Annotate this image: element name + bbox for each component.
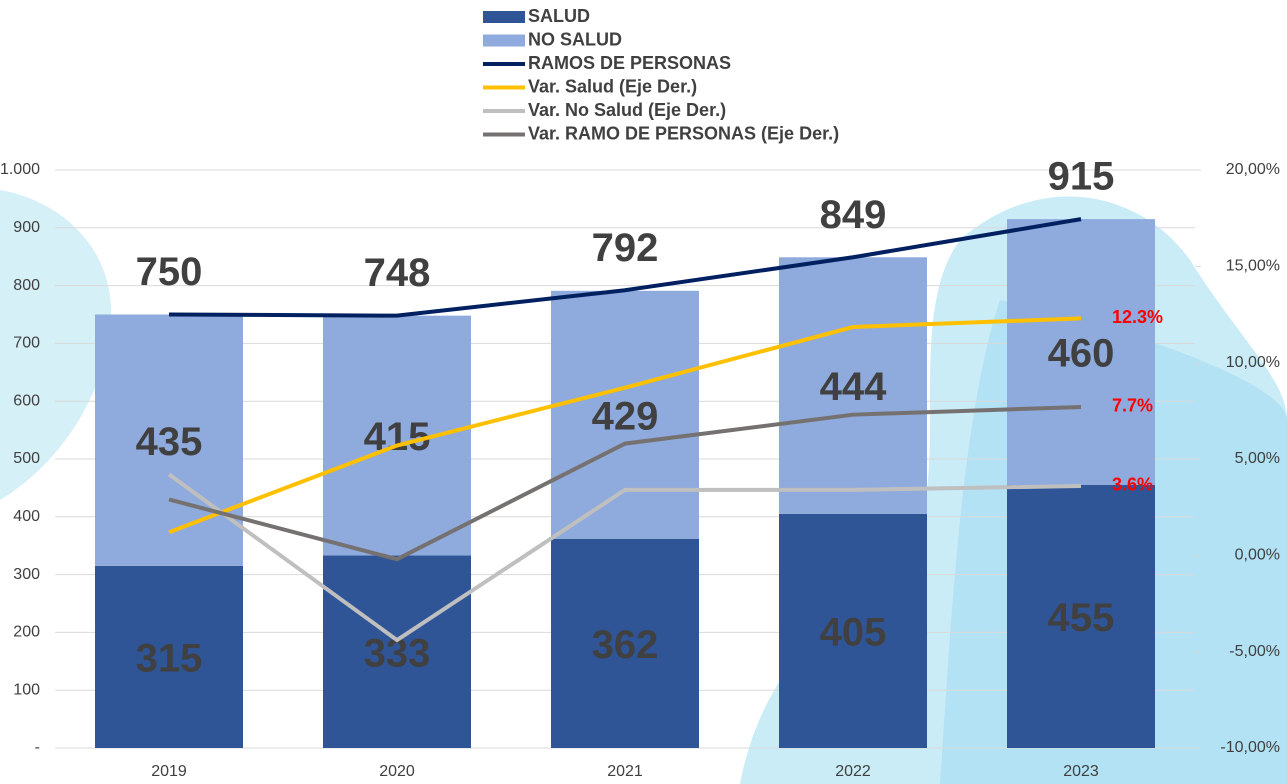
bar (779, 513, 927, 748)
y-tick-label: 400 (13, 508, 40, 525)
data-label: 429 (592, 394, 659, 438)
line (167, 472, 1082, 643)
bar (95, 314, 243, 566)
value-label: 7.7% (1112, 396, 1153, 416)
data-label: 849 (820, 193, 887, 237)
bar (551, 538, 699, 748)
legend-swatch (483, 11, 525, 23)
legend-label: NO SALUD (528, 29, 622, 49)
y-tick-label: 200 (13, 624, 40, 641)
y-tick-label: - (35, 739, 40, 756)
legend-label: Var. No Salud (Eje Der.) (528, 100, 726, 120)
data-label: 455 (1048, 596, 1115, 640)
data-label: 748 (364, 251, 431, 295)
legend-label: SALUD (528, 6, 590, 26)
bar (1007, 219, 1155, 486)
x-tick-label: 2019 (151, 763, 187, 780)
y2-tick-label: -5,00% (1229, 643, 1280, 660)
data-label: 415 (364, 415, 431, 459)
data-label: 915 (1048, 155, 1115, 199)
line (168, 404, 1082, 562)
y-tick-label: 100 (13, 681, 40, 698)
data-label: 792 (592, 226, 659, 270)
y2-tick-label: 10,00% (1226, 354, 1280, 371)
legend-label: RAMOS DE PERSONAS (528, 53, 731, 73)
legend-label: Var. Salud (Eje Der.) (528, 76, 697, 96)
y-tick-label: 700 (13, 335, 40, 352)
line (168, 316, 1082, 535)
line (168, 217, 1082, 318)
y-tick-label: 1.000 (0, 161, 40, 178)
data-label: 315 (136, 637, 203, 681)
bar (1007, 485, 1155, 748)
legend-label: Var. RAMO DE PERSONAS (Eje Der.) (528, 123, 839, 143)
bar (323, 315, 471, 556)
y-tick-label: 300 (13, 566, 40, 583)
bar (323, 555, 471, 748)
data-label: 362 (592, 623, 659, 667)
y-tick-label: 900 (13, 219, 40, 236)
y2-tick-label: -10,00% (1220, 739, 1280, 756)
value-label: 3.6% (1112, 475, 1153, 495)
value-label: 12.3% (1112, 307, 1163, 327)
y-tick-label: 500 (13, 450, 40, 467)
data-label: 750 (136, 250, 203, 294)
y2-tick-label: 5,00% (1235, 450, 1280, 467)
data-label: 460 (1048, 332, 1115, 376)
bar (779, 257, 927, 514)
data-label: 405 (820, 611, 887, 655)
bar (95, 565, 243, 748)
x-tick-label: 2022 (835, 763, 871, 780)
x-tick-label: 2023 (1063, 763, 1099, 780)
y2-tick-label: 15,00% (1226, 258, 1280, 275)
data-label: 435 (136, 420, 203, 464)
legend-swatch (483, 34, 525, 47)
y-tick-label: 600 (13, 392, 40, 409)
y2-tick-label: 0,00% (1235, 547, 1280, 564)
x-tick-label: 2020 (379, 763, 415, 780)
x-tick-label: 2021 (607, 763, 643, 780)
bar (551, 290, 699, 539)
y2-tick-label: 20,00% (1226, 161, 1280, 178)
data-label: 444 (820, 365, 887, 409)
y-tick-label: 800 (13, 277, 40, 294)
